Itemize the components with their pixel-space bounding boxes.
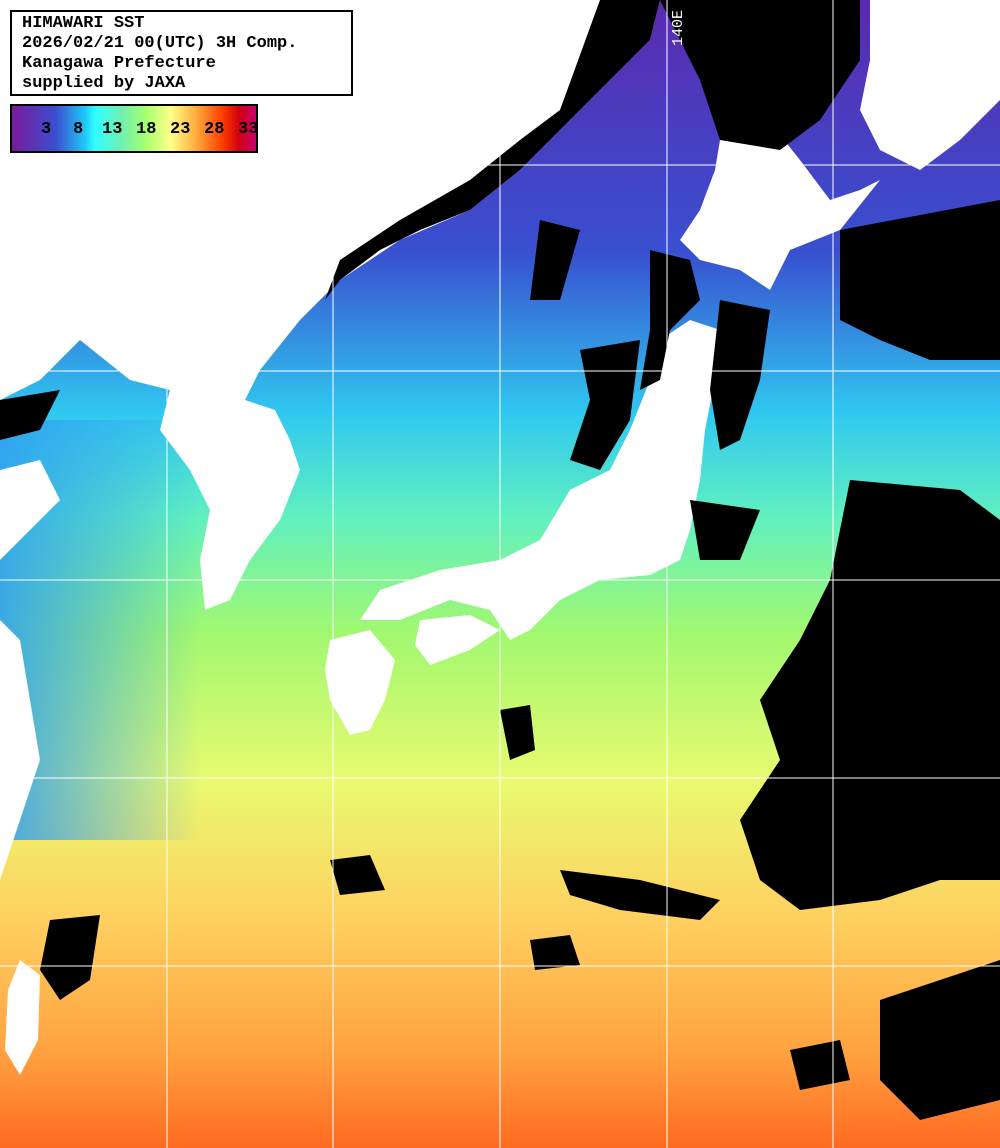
color-scale-legend: 3 8 13 18 23 28 33 bbox=[10, 104, 258, 153]
map-organization: Kanagawa Prefecture bbox=[22, 54, 216, 73]
legend-tick: 18 bbox=[136, 120, 157, 139]
map-credit: supplied by JAXA bbox=[22, 74, 186, 93]
legend-tick: 23 bbox=[170, 120, 191, 139]
legend-tick: 33 bbox=[238, 120, 259, 139]
land-kyushu bbox=[325, 630, 395, 735]
longitude-label: 140E bbox=[670, 9, 687, 46]
legend-tick: 28 bbox=[204, 120, 225, 139]
info-box: HIMAWARI SST 2026/02/21 00(UTC) 3H Comp.… bbox=[10, 10, 353, 96]
legend-tick: 3 bbox=[41, 120, 52, 139]
land-china-coast bbox=[0, 460, 60, 880]
latitude-label: 40N bbox=[2, 352, 30, 369]
land-honshu bbox=[360, 320, 720, 640]
legend-tick: 13 bbox=[102, 120, 123, 139]
map-datetime: 2026/02/21 00(UTC) 3H Comp. bbox=[22, 34, 298, 53]
land-shikoku bbox=[415, 615, 500, 665]
land-sakhalin bbox=[860, 0, 1000, 170]
map-title: HIMAWARI SST bbox=[22, 14, 145, 33]
legend-tick: 8 bbox=[73, 120, 84, 139]
cloud-cover bbox=[0, 0, 1000, 1120]
land-taiwan bbox=[5, 960, 40, 1075]
land-hokkaido bbox=[680, 110, 880, 290]
